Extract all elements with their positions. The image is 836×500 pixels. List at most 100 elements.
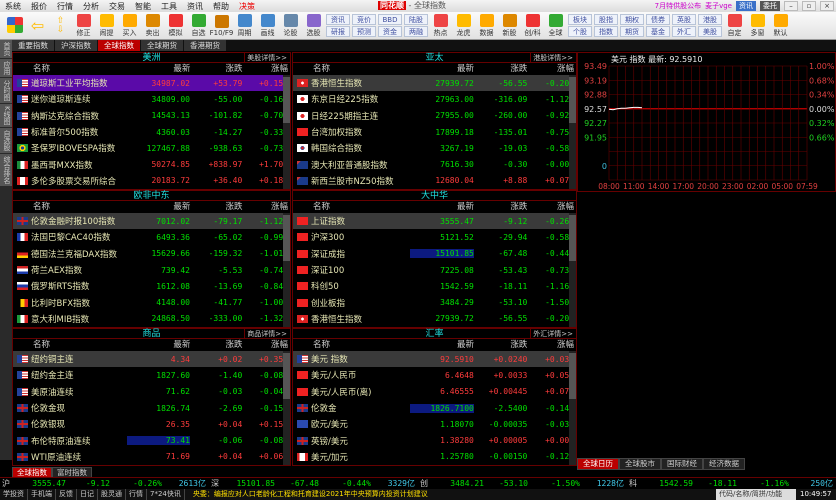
table-row[interactable]: 标准普尔500指数 4360.03 -14.27 -0.33% (13, 124, 290, 140)
table-row[interactable]: 道琼斯工业平均指数 34987.02 +53.79 +0.15% (13, 75, 290, 92)
back-arrow-icon[interactable]: ⇦ (30, 15, 45, 35)
tab-2[interactable]: 全球指数 (98, 40, 140, 51)
toolbar-single-3[interactable]: 卖出 (142, 13, 163, 38)
search-input[interactable]: 代码/名称/简拼/功能 (716, 489, 796, 500)
toolbar-button[interactable]: 资讯 (326, 14, 350, 25)
table-row[interactable]: 伦敦金 1826.7100 -2.5400 -0.14% (293, 400, 576, 416)
toolbar-button[interactable]: 竞价 (352, 14, 376, 25)
tab-4[interactable]: 香港期货 (184, 40, 226, 51)
menu-item[interactable]: 报价 (31, 1, 47, 11)
minimize-button[interactable]: – (784, 1, 798, 11)
table-row[interactable]: 布伦特原油连续 73.41 -0.06 -0.08% (13, 432, 290, 448)
column-change[interactable]: 涨跌 (510, 340, 528, 350)
table-row[interactable]: 香港恒生指数 27939.72 -56.55 -0.20% (293, 311, 576, 327)
toolbar-button[interactable]: 指数 (594, 26, 618, 37)
scroll-thumb[interactable] (283, 77, 290, 123)
app-icon[interactable] (4, 17, 25, 34)
column-name[interactable]: 名称 (313, 64, 331, 74)
toolbar-button[interactable]: 港股 (698, 14, 722, 25)
column-price[interactable]: 最新 (457, 64, 475, 74)
scroll-thumb[interactable] (569, 77, 576, 123)
table-row[interactable]: 沪深300 5121.52 -29.94 -0.58% (293, 229, 576, 245)
table-row[interactable]: 英镑/美元 1.38280 +0.00005 +0.00% (293, 432, 576, 448)
maximize-button[interactable]: ▫ (802, 1, 816, 11)
table-row[interactable]: 俄罗斯RTS指数 1612.08 -13.69 -0.84% (13, 278, 290, 294)
status-link[interactable]: 日记 (77, 489, 98, 500)
scroll-thumb[interactable] (283, 353, 290, 399)
news-ticker[interactable]: 央委：编报应对人口老龄化工程和托育建设2021年中央预算内投资计划建议 (192, 490, 428, 498)
table-row[interactable]: 台湾加权指数 17899.18 -135.01 -0.75% (293, 124, 576, 140)
menu-item[interactable]: 工具 (161, 1, 177, 11)
toolbar-button[interactable]: 板块 (568, 14, 592, 25)
table-row[interactable]: 科创50 1542.59 -18.11 -1.16% (293, 278, 576, 294)
tab-3[interactable]: 全球期货 (141, 40, 183, 51)
toolbar-single2-1[interactable]: 龙虎 (453, 13, 474, 38)
toolbar-button[interactable]: 股指 (594, 14, 618, 25)
scrollbar[interactable] (283, 213, 290, 327)
column-change[interactable]: 涨跌 (225, 202, 243, 212)
column-name[interactable]: 名称 (33, 64, 51, 74)
toolbar-button[interactable]: 两融 (404, 26, 428, 37)
menu-item[interactable]: 帮助 (213, 1, 229, 11)
table-row[interactable]: 美元/人民币 6.4648 +0.0033 +0.05% (293, 367, 576, 383)
status-link[interactable]: 反馈 (56, 489, 77, 500)
table-row[interactable]: 纽约铜主连 4.34 +0.02 +0.35% (13, 351, 290, 368)
column-name[interactable]: 名称 (33, 340, 51, 350)
scrollbar[interactable] (283, 75, 290, 189)
sidebar-item[interactable]: 应用 (0, 59, 12, 77)
status-link[interactable]: 学投资 (0, 489, 28, 500)
toolbar-single-0[interactable]: 修正 (73, 13, 94, 38)
toolbar-single-4[interactable]: 模拟 (165, 13, 186, 38)
toolbar-single2-4[interactable]: 创/科 (522, 13, 543, 38)
scrollbar[interactable] (283, 351, 290, 465)
toolbar-button[interactable]: 美股 (698, 26, 722, 37)
table-row[interactable]: 伦敦金融时报100指数 7012.02 -79.17 -1.12% (13, 213, 290, 230)
table-row[interactable]: 荷兰AEX指数 739.42 -5.53 -0.74% (13, 262, 290, 278)
toolbar-single-1[interactable]: 闹提 (96, 13, 117, 38)
table-row[interactable]: 美元/人民币(离) 6.46555 +0.00445 +0.07% (293, 384, 576, 400)
promo-link[interactable]: 7月特供股公布 (654, 2, 702, 10)
toolbar-button[interactable]: 英股 (672, 14, 696, 25)
column-rate[interactable]: 涨幅 (270, 202, 288, 212)
table-row[interactable]: 法国巴黎CAC40指数 6493.36 -65.02 -0.99% (13, 229, 290, 245)
usd-index-chart[interactable]: 93.49 1.00% 93.19 0.68% 92.88 0.34% 92.57 0.00%… (578, 53, 835, 191)
menu-item[interactable]: 行情 (57, 1, 73, 11)
table-row[interactable]: 美元 指数 92.5910 +0.0240 +0.03% (293, 351, 576, 368)
menu-item[interactable]: 交易 (109, 1, 125, 11)
scroll-thumb[interactable] (569, 215, 576, 261)
right-tab-3[interactable]: 经济数据 (703, 458, 745, 470)
toolbar-button[interactable]: BBD (378, 14, 402, 25)
table-row[interactable]: 德国法兰克福DAX指数 15629.66 -159.32 -1.01% (13, 246, 290, 262)
right-tab-2[interactable]: 国际财经 (661, 458, 703, 470)
toolbar-single-7[interactable]: 周期 (234, 13, 255, 38)
table-row[interactable]: 上证指数 3555.47 -9.12 -0.26% (293, 213, 576, 230)
toolbar-single2-5[interactable]: 全球 (545, 13, 566, 38)
table-row[interactable]: 香港恒生指数 27939.72 -56.55 -0.20% (293, 75, 576, 92)
menu-item[interactable]: 资讯 (187, 1, 203, 11)
table-row[interactable]: 纽约金主连 1827.60 -1.40 -0.08% (13, 367, 290, 383)
toolbar-button[interactable]: 期权 (620, 14, 644, 25)
toolbar-single-6[interactable]: F10/F9 (210, 14, 233, 37)
table-row[interactable]: 墨西哥MXX指数 50274.85 +838.97 +1.70% (13, 156, 290, 172)
status-link[interactable]: 股灵通 (98, 489, 126, 500)
column-change[interactable]: 涨跌 (225, 64, 243, 74)
column-rate[interactable]: 涨幅 (270, 340, 288, 350)
menu-item[interactable]: 系统 (5, 1, 21, 11)
column-rate[interactable]: 涨幅 (270, 64, 288, 74)
right-tab-1[interactable]: 全球股市 (619, 458, 661, 470)
toolbar-single2-3[interactable]: 新股 (499, 13, 520, 38)
scrollbar[interactable] (569, 351, 576, 465)
column-change[interactable]: 涨跌 (225, 340, 243, 350)
table-row[interactable]: 创业板指 3484.29 -53.10 -1.50% (293, 294, 576, 310)
section-detail-link[interactable]: 港股详情>> (530, 53, 575, 63)
table-row[interactable]: 美原油连续 71.62 -0.03 -0.04% (13, 384, 290, 400)
toolbar-button[interactable]: 个股 (568, 26, 592, 37)
toolbar-button[interactable]: 基金 (646, 26, 670, 37)
menu-item[interactable]: 分析 (83, 1, 99, 11)
toolbar-button[interactable]: 预测 (352, 26, 376, 37)
scrollbar[interactable] (569, 75, 576, 189)
sidebar-item[interactable]: 综合排名 (0, 153, 12, 186)
status-link[interactable]: 行情 (126, 489, 147, 500)
tab-0[interactable]: 重要指数 (12, 40, 54, 51)
scroll-thumb[interactable] (569, 353, 576, 399)
